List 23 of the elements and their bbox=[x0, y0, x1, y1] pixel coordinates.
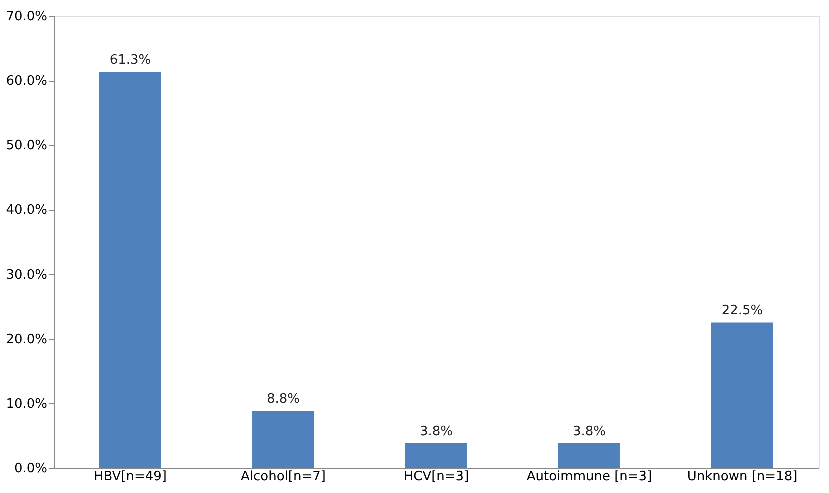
x-tick-label: Alcohol[n=7] bbox=[241, 470, 326, 484]
y-tick-label: 40.0% bbox=[6, 203, 48, 218]
data-label: 3.8% bbox=[572, 424, 606, 440]
bar bbox=[406, 443, 468, 468]
y-tick-label: 60.0% bbox=[6, 74, 48, 90]
data-label: 8.8% bbox=[266, 392, 300, 408]
data-label: 3.8% bbox=[420, 424, 454, 440]
x-tick-label: Autoimmune [n=3] bbox=[526, 470, 652, 484]
bar bbox=[712, 322, 774, 468]
bar bbox=[252, 411, 314, 468]
y-tick-label: 70.0% bbox=[6, 10, 48, 24]
x-tick-label: HBV[n=49] bbox=[94, 470, 168, 484]
y-tick-label: 20.0% bbox=[6, 332, 48, 348]
y-tick-label: 10.0% bbox=[6, 396, 48, 412]
y-tick-label: 0.0% bbox=[14, 462, 48, 476]
y-tick-label: 30.0% bbox=[6, 268, 48, 283]
x-tick-label: HCV[n=3] bbox=[404, 470, 470, 484]
data-label: 61.3% bbox=[110, 53, 152, 68]
y-tick-label: 50.0% bbox=[6, 138, 48, 154]
data-label: 22.5% bbox=[722, 304, 764, 319]
bar bbox=[100, 72, 162, 468]
bar bbox=[558, 443, 620, 468]
x-tick-label: Unknown [n=18] bbox=[687, 470, 798, 484]
